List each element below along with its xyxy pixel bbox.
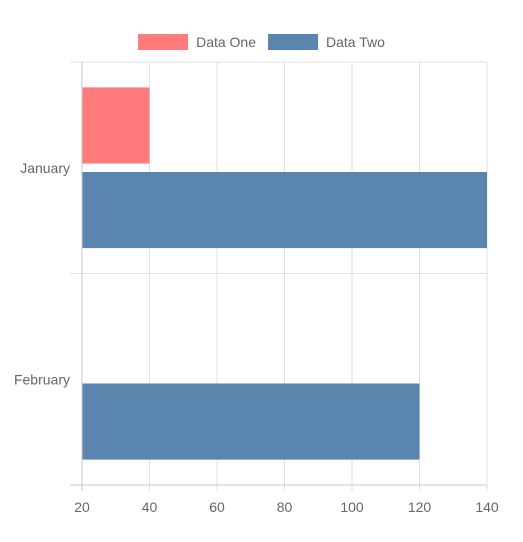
y-tick-label: February bbox=[14, 371, 70, 387]
x-tick-label: 120 bbox=[408, 499, 432, 515]
y-tick-label: January bbox=[20, 160, 70, 176]
bar-data-two-february bbox=[82, 383, 420, 460]
bar-data-two-january bbox=[82, 171, 487, 249]
legend-label-data-two[interactable]: Data Two bbox=[326, 34, 385, 50]
axes bbox=[70, 62, 487, 491]
x-tick-label: 20 bbox=[74, 499, 90, 515]
legend: Data One Data Two bbox=[138, 34, 385, 50]
x-tick-label: 60 bbox=[209, 499, 225, 515]
bar-data-one-january bbox=[82, 87, 150, 164]
tick-labels: 20 40 60 80 100 120 140 January February bbox=[14, 160, 499, 515]
x-tick-label: 140 bbox=[475, 499, 499, 515]
legend-swatch-data-one[interactable] bbox=[138, 34, 189, 50]
x-tick-label: 80 bbox=[277, 499, 293, 515]
bars bbox=[82, 87, 487, 460]
legend-label-data-one[interactable]: Data One bbox=[196, 34, 256, 50]
x-tick-label: 100 bbox=[340, 499, 364, 515]
x-tick-label: 40 bbox=[142, 499, 158, 515]
legend-swatch-data-two[interactable] bbox=[268, 34, 319, 50]
